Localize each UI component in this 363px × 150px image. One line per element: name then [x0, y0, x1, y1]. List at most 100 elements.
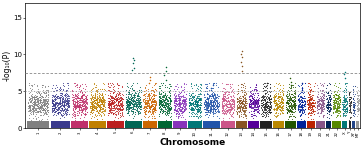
- Point: [291, 104, 297, 107]
- Point: [264, 101, 269, 104]
- Point: [127, 103, 132, 106]
- Point: [180, 111, 186, 113]
- Point: [212, 98, 218, 101]
- Point: [32, 96, 38, 99]
- Point: [280, 108, 286, 111]
- Point: [110, 109, 116, 111]
- Point: [204, 109, 209, 111]
- Point: [308, 98, 314, 100]
- Point: [225, 107, 231, 110]
- Point: [328, 107, 334, 110]
- Point: [335, 112, 340, 114]
- Point: [341, 98, 347, 101]
- Point: [191, 101, 196, 104]
- Point: [248, 95, 253, 97]
- Point: [319, 90, 325, 92]
- Point: [101, 87, 107, 90]
- Point: [160, 90, 166, 93]
- Point: [148, 101, 154, 103]
- Point: [208, 109, 213, 111]
- Point: [305, 115, 311, 118]
- Point: [81, 103, 87, 106]
- Point: [276, 94, 281, 97]
- Point: [190, 109, 196, 111]
- Point: [36, 87, 41, 90]
- Point: [161, 109, 167, 112]
- Point: [276, 96, 282, 99]
- Point: [260, 87, 266, 89]
- Point: [114, 93, 119, 95]
- Point: [195, 100, 201, 103]
- Point: [115, 83, 121, 86]
- Point: [258, 112, 264, 115]
- Point: [69, 113, 75, 116]
- Point: [175, 83, 180, 85]
- Point: [124, 105, 130, 108]
- Point: [351, 106, 357, 109]
- Point: [69, 96, 75, 98]
- Point: [137, 97, 143, 100]
- Point: [92, 107, 98, 110]
- Point: [38, 107, 44, 109]
- Point: [293, 102, 298, 105]
- Point: [109, 111, 115, 113]
- Point: [285, 103, 291, 105]
- Point: [326, 101, 332, 103]
- Point: [333, 108, 339, 111]
- Point: [253, 89, 258, 91]
- Point: [280, 104, 285, 106]
- Point: [240, 99, 246, 101]
- Point: [205, 97, 211, 99]
- Point: [288, 102, 294, 104]
- Point: [53, 98, 58, 100]
- Point: [277, 113, 283, 115]
- Point: [71, 111, 77, 114]
- Point: [168, 99, 174, 101]
- Point: [204, 112, 210, 115]
- Point: [164, 94, 170, 96]
- Point: [289, 95, 294, 98]
- Point: [79, 101, 85, 103]
- Point: [279, 101, 285, 103]
- Point: [249, 96, 254, 98]
- Point: [182, 102, 188, 105]
- Point: [235, 100, 241, 102]
- Point: [188, 82, 194, 84]
- Point: [31, 103, 37, 106]
- Point: [179, 107, 185, 109]
- Point: [194, 87, 200, 89]
- Point: [167, 108, 173, 110]
- Point: [57, 100, 63, 103]
- Point: [318, 104, 324, 106]
- Point: [268, 100, 273, 102]
- Point: [94, 106, 99, 108]
- Point: [267, 83, 273, 85]
- Point: [299, 96, 305, 99]
- Point: [56, 88, 62, 90]
- Point: [236, 102, 242, 105]
- Point: [99, 103, 105, 105]
- Point: [212, 97, 217, 100]
- Point: [212, 95, 218, 98]
- Point: [272, 102, 278, 104]
- Point: [255, 111, 261, 113]
- Point: [175, 107, 180, 110]
- Point: [285, 99, 291, 101]
- Point: [351, 106, 357, 109]
- Point: [332, 98, 338, 100]
- Point: [327, 102, 333, 104]
- Point: [333, 111, 338, 114]
- Point: [95, 105, 101, 107]
- Point: [161, 106, 167, 109]
- Point: [96, 94, 102, 97]
- Point: [89, 109, 95, 111]
- Point: [94, 99, 99, 101]
- Point: [115, 103, 121, 106]
- Point: [298, 113, 303, 116]
- Point: [214, 102, 220, 104]
- Point: [221, 99, 227, 101]
- Point: [333, 99, 339, 102]
- Point: [119, 104, 125, 106]
- Point: [150, 103, 156, 105]
- Point: [65, 103, 71, 105]
